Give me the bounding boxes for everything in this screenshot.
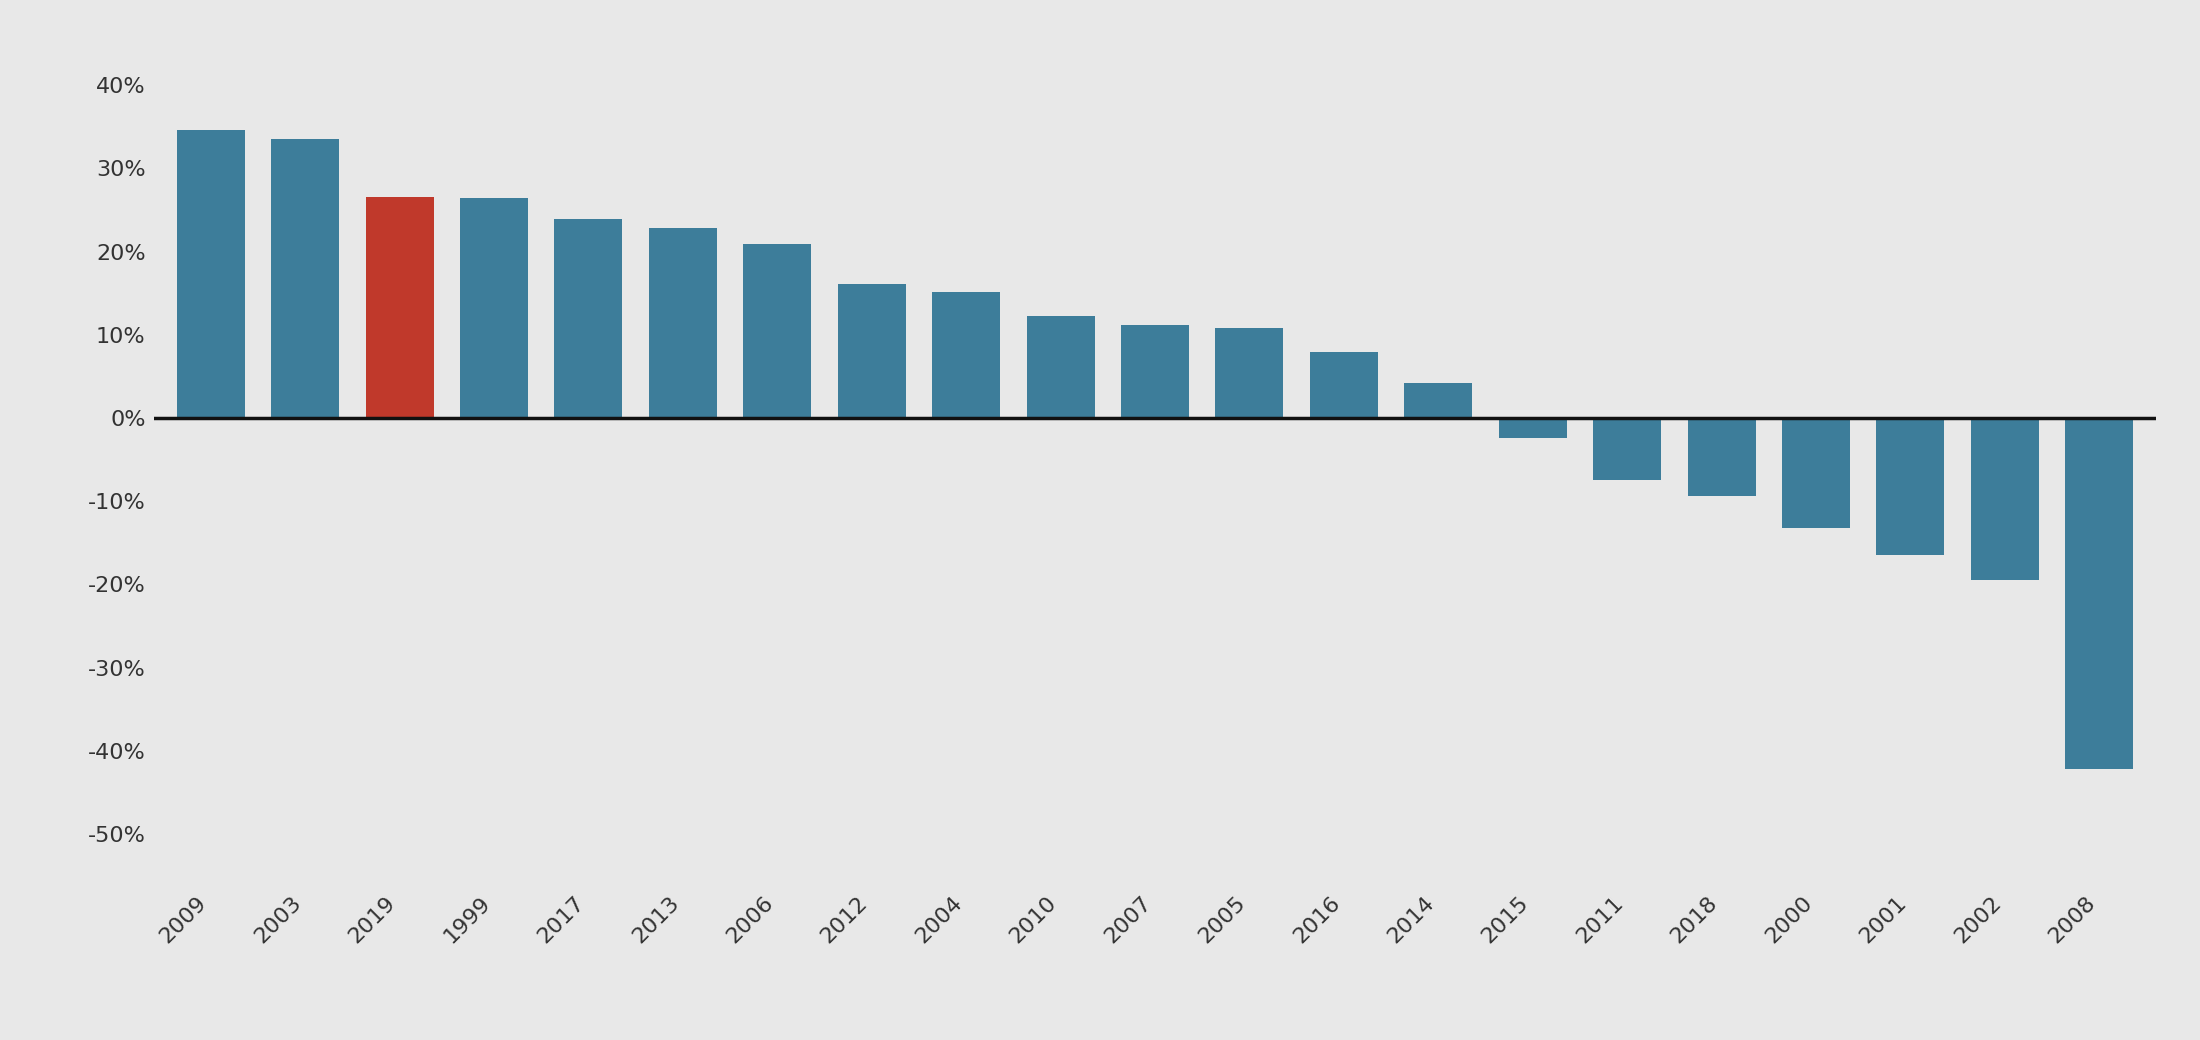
Bar xyxy=(1309,353,1377,418)
Bar xyxy=(744,244,812,418)
Bar xyxy=(2066,418,2134,770)
Bar xyxy=(1027,316,1096,418)
Bar xyxy=(933,291,1001,418)
Bar xyxy=(1782,418,1850,528)
Bar xyxy=(365,197,433,418)
Bar xyxy=(1498,418,1566,438)
Bar xyxy=(460,198,528,418)
Bar xyxy=(1971,418,2039,580)
Bar xyxy=(1877,418,1945,555)
Bar xyxy=(649,229,717,418)
Bar xyxy=(838,284,906,418)
Bar xyxy=(271,138,339,418)
Bar xyxy=(554,218,623,418)
Bar xyxy=(1593,418,1661,479)
Bar xyxy=(176,130,244,418)
Bar xyxy=(1214,329,1283,418)
Bar xyxy=(1687,418,1756,496)
Bar xyxy=(1122,324,1188,418)
Bar xyxy=(1404,383,1472,418)
